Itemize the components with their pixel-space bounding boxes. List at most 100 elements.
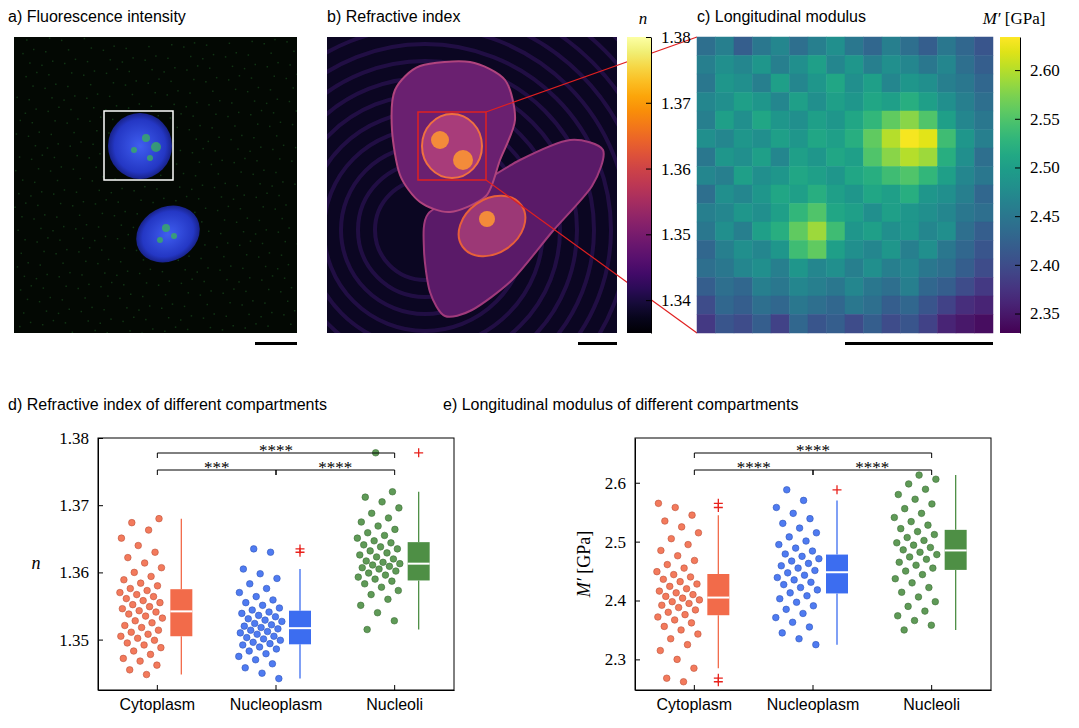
fringe (327, 37, 617, 333)
noise (96, 130, 98, 132)
axis-line (99, 690, 455, 691)
data-point (912, 496, 919, 503)
data-point (122, 622, 129, 629)
noise (111, 192, 113, 194)
noise (84, 38, 86, 40)
panel-title: a) Fluorescence intensity (8, 8, 186, 25)
heatmap-cell (901, 315, 920, 334)
heatmap-cell (790, 315, 809, 334)
noise (247, 91, 249, 93)
noise (259, 220, 261, 222)
heatmap-cell (901, 167, 920, 186)
tick-label: 2.45 (1030, 207, 1060, 226)
data-point (150, 593, 157, 600)
heatmap-cell (734, 74, 753, 93)
noise (16, 97, 18, 99)
noise (70, 109, 72, 111)
noise (294, 183, 296, 185)
data-point (240, 566, 247, 573)
noise (38, 168, 40, 170)
heatmap-cell (845, 111, 864, 130)
data-point (917, 549, 924, 556)
data-point (145, 527, 152, 534)
noise (277, 99, 279, 101)
tick-mark (394, 685, 395, 690)
noise (286, 78, 288, 80)
heatmap-cell (882, 167, 901, 186)
panel-title: b) Refractive index (327, 8, 460, 25)
noise (260, 316, 262, 318)
noise (71, 72, 73, 74)
noise (196, 138, 198, 140)
data-point (661, 623, 668, 630)
data-point (151, 637, 158, 644)
data-point (657, 647, 664, 654)
heatmap-cell (938, 130, 957, 149)
heatmap-cell (901, 185, 920, 204)
noise (152, 328, 154, 330)
noise (36, 278, 38, 280)
noise (41, 65, 43, 67)
noise (211, 164, 213, 166)
noise (104, 272, 106, 274)
plot-marks (654, 472, 967, 686)
heatmap-cell (882, 37, 901, 56)
heatmap-cell (716, 296, 735, 315)
noise (21, 253, 23, 255)
noise (202, 148, 204, 150)
data-point (147, 651, 154, 658)
heatmap-cell (975, 111, 994, 130)
noise (246, 254, 248, 256)
heatmap-cell (771, 111, 790, 130)
heatmap-cell (975, 74, 994, 93)
heatmap-cell (827, 148, 846, 167)
heatmap-cell (882, 241, 901, 260)
heatmap-cell (956, 93, 975, 112)
data-point (364, 529, 371, 536)
heatmap-cell (845, 93, 864, 112)
noise (255, 323, 257, 325)
noise (101, 249, 103, 251)
heatmap-cell (716, 185, 735, 204)
heatmap-cell (956, 278, 975, 297)
noise (155, 55, 157, 57)
noise (283, 314, 285, 316)
whisker (836, 500, 837, 554)
heatmap-cell (901, 148, 920, 167)
noise (133, 190, 135, 192)
data-point (355, 574, 362, 581)
noise (156, 188, 158, 190)
data-point (809, 548, 816, 555)
noise (46, 274, 48, 276)
heatmap-cell (938, 204, 957, 223)
data-point (374, 609, 381, 616)
noise (74, 95, 76, 97)
tick: 1.37 (646, 94, 691, 113)
data-point (375, 523, 382, 530)
data-point (357, 602, 364, 609)
noise (94, 330, 96, 332)
noise (215, 114, 217, 116)
data-point (143, 671, 150, 678)
heatmap-cell (975, 148, 994, 167)
heatmap-cell (901, 222, 920, 241)
heatmap-cell (771, 278, 790, 297)
heatmap-cell (938, 56, 957, 75)
noise (210, 327, 212, 329)
data-point (776, 541, 783, 548)
tick-label: 2.60 (1030, 61, 1060, 80)
whisker (418, 492, 419, 542)
noise (233, 198, 235, 200)
noise (172, 303, 174, 305)
data-point (898, 589, 905, 596)
noise (142, 296, 144, 298)
noise (50, 297, 52, 299)
data-point (268, 622, 275, 629)
whisker (718, 515, 719, 574)
heatmap-cell (956, 130, 975, 149)
heatmap-cell (697, 74, 716, 93)
data-point (670, 571, 677, 578)
data-point (896, 559, 903, 566)
heatmap-cell (882, 278, 901, 297)
noise (47, 147, 49, 149)
